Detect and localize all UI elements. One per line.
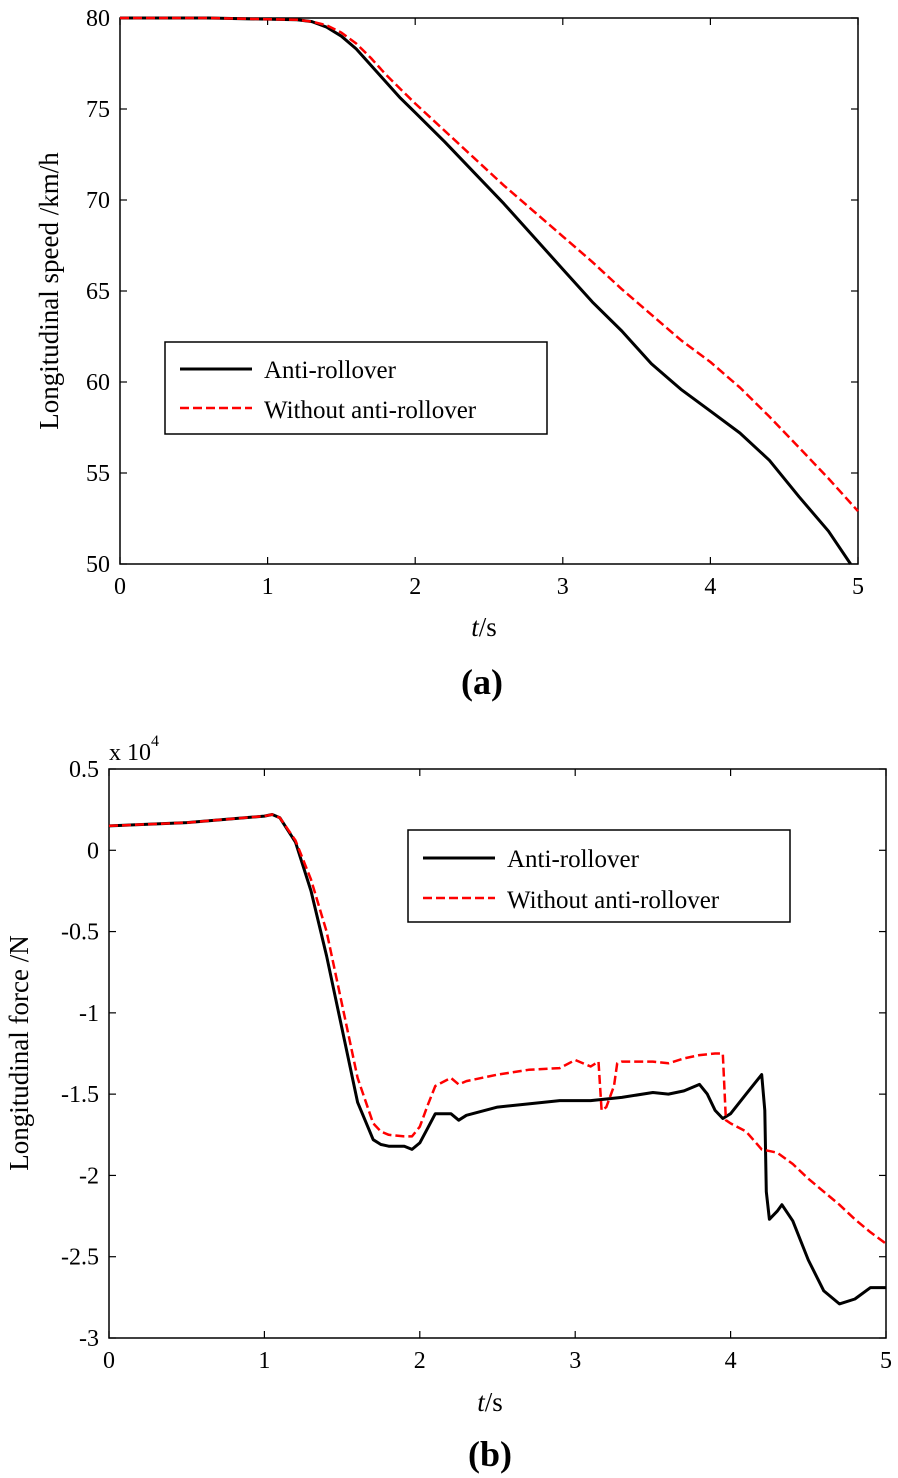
y-axis-label: Longitudinal speed /km/h: [34, 152, 64, 430]
plot-frame: [108, 768, 887, 1339]
x-tick-label: 2: [409, 574, 421, 600]
x-tick-label: 4: [725, 1348, 737, 1374]
y-ticks: -3 -2.5 -2 -1.5 -1 -0.5 0 0.5: [61, 757, 886, 1352]
x-ticks: 0 1 2 3 4 5: [103, 769, 892, 1374]
series-line-1: [108, 813, 886, 1306]
x-axis-label-var: t: [477, 1387, 486, 1417]
legend-label-series-2: Without anti-rollover: [264, 397, 477, 424]
x-tick-label: 4: [704, 574, 716, 600]
exponent-label: x 104: [109, 733, 159, 766]
y-tick-label: -1.5: [61, 1082, 99, 1108]
x-tick-label: 1: [258, 1348, 270, 1374]
y-tick-label: 50: [86, 552, 110, 578]
y-tick-label: -2: [79, 1163, 99, 1189]
exponent-base: x 10: [109, 740, 151, 766]
y-tick-label: 0.5: [69, 757, 99, 783]
series-lines: [108, 813, 887, 1306]
x-tick-label: 2: [414, 1348, 426, 1374]
x-axis-label-unit: /s: [479, 612, 497, 642]
panel-label: (b): [468, 1434, 512, 1474]
y-tick-label: 60: [86, 370, 110, 396]
legend-label-series-2: Without anti-rollover: [507, 887, 720, 914]
y-tick-label: -2.5: [61, 1245, 99, 1271]
x-axis-label: t/s: [471, 612, 497, 642]
x-tick-label: 0: [103, 1348, 115, 1374]
x-ticks: 0 1 2 3 4 5: [114, 18, 864, 600]
panel-label: (a): [461, 662, 503, 702]
legend: Anti-rollover Without anti-rollover: [407, 829, 791, 923]
legend-label-series-1: Anti-rollover: [507, 846, 640, 873]
series-line-1: [120, 16, 852, 565]
y-tick-label: 65: [86, 279, 110, 305]
series-line-2: [120, 16, 859, 513]
x-tick-label: 5: [880, 1348, 892, 1374]
legend-box: [164, 341, 548, 435]
y-tick-label: -0.5: [61, 920, 99, 946]
y-tick-label: 0: [87, 838, 99, 864]
legend-label-series-1: Anti-rollover: [264, 357, 397, 384]
plot-frame: [119, 17, 859, 565]
x-tick-label: 0: [114, 574, 126, 600]
y-ticks: 50 55 60 65 70 75 80: [86, 6, 858, 578]
y-tick-label: -3: [79, 1326, 99, 1352]
y-tick-label: 70: [86, 188, 110, 214]
x-tick-label: 1: [262, 574, 274, 600]
y-tick-label: 75: [86, 97, 110, 123]
x-tick-label: 3: [569, 1348, 581, 1374]
y-tick-label: 55: [86, 461, 110, 487]
y-tick-label: -1: [79, 1001, 99, 1027]
y-tick-label: 80: [86, 6, 110, 32]
y-axis-label: Longitudinal force /N: [4, 935, 34, 1170]
x-axis-label-var: t: [471, 612, 480, 642]
x-axis-label: t/s: [477, 1387, 503, 1417]
exponent-power: 4: [151, 733, 159, 750]
series-line-2: [108, 813, 887, 1245]
legend: Anti-rollover Without anti-rollover: [164, 341, 548, 435]
x-tick-label: 3: [557, 574, 569, 600]
x-tick-label: 5: [852, 574, 864, 600]
legend-box: [407, 829, 791, 923]
x-axis-label-unit: /s: [485, 1387, 503, 1417]
series-lines: [120, 16, 859, 565]
